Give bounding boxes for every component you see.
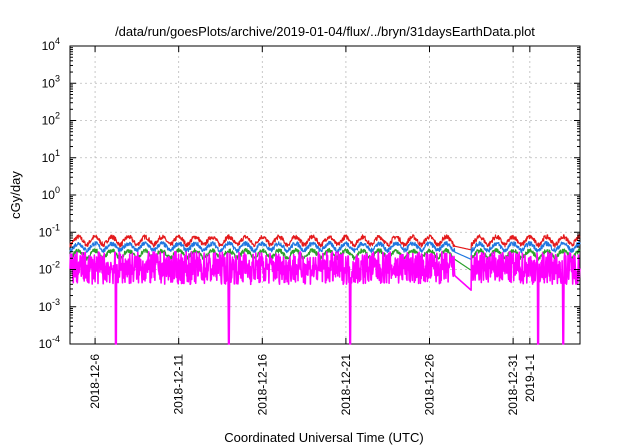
chart-title: /data/run/goesPlots/archive/2019-01-04/f…: [115, 24, 535, 39]
y-tick-label: 100: [42, 185, 60, 202]
y-tick-label: 10-3: [39, 297, 60, 314]
x-tick-label: 2018-12-16: [255, 354, 269, 416]
y-tick-label: 101: [42, 148, 60, 165]
x-tick-label: 2018-12-6: [88, 354, 102, 409]
y-axis: 10-4 10-3 10-2 10-1 100 101 102 103 104: [39, 36, 580, 351]
x-tick-label: 2018-12-26: [423, 354, 437, 416]
y-tick-label: 104: [42, 36, 60, 53]
y-tick-label: 10-1: [39, 222, 60, 239]
series-line: [69, 250, 581, 345]
series-line: [69, 240, 581, 260]
y-tick-label: 102: [42, 111, 60, 128]
x-tick-label: 2018-12-31: [506, 354, 520, 416]
series-line: [69, 234, 581, 251]
y-tick-label: 103: [42, 73, 60, 90]
y-tick-label: 10-4: [39, 334, 60, 351]
x-tick-label: 2018-12-21: [339, 354, 353, 416]
plot-area: 10-4 10-3 10-2 10-1 100 101 102 103 104 2018-12-…: [39, 36, 581, 415]
x-tick-label: 2018-12-11: [172, 354, 186, 415]
y-tick-label: 10-2: [39, 260, 60, 277]
x-axis-label: Coordinated Universal Time (UTC): [224, 430, 423, 445]
x-axis: 2018-12-6 2018-12-11 2018-12-16 2018-12-21 2…: [88, 46, 537, 415]
series-group: [69, 234, 581, 345]
y-axis-label: cGy/day: [8, 171, 23, 219]
grid: [70, 46, 580, 344]
x-tick-label: 2019-1-1: [523, 354, 537, 402]
